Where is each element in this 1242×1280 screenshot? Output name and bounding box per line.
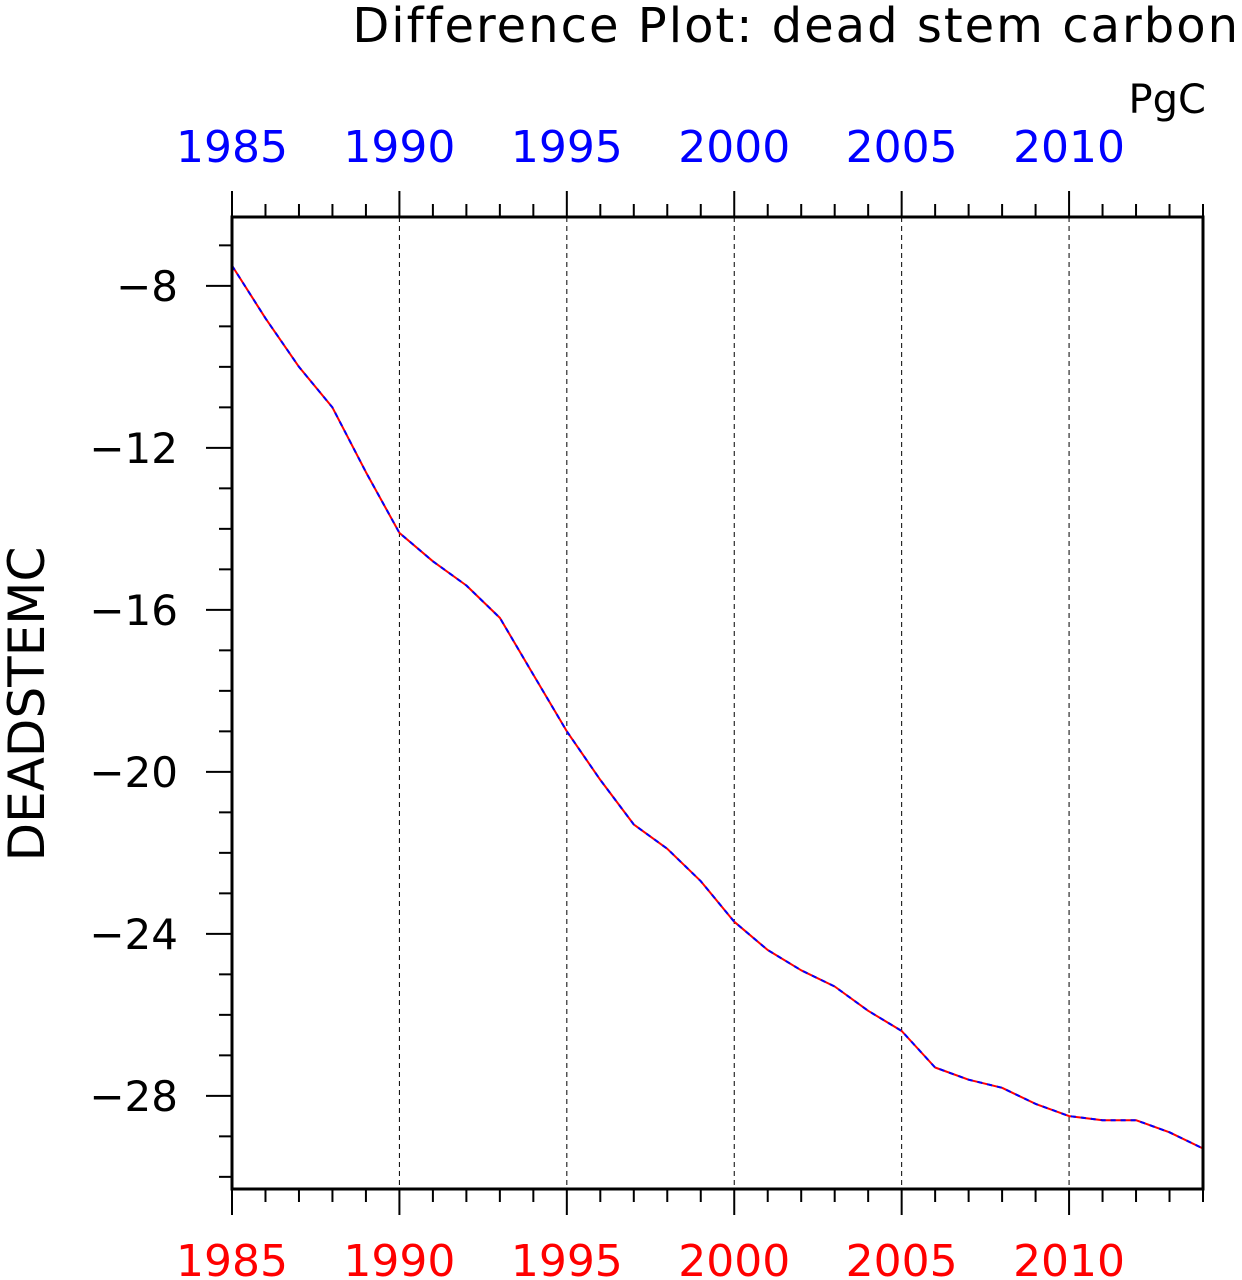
series-line-blue-dashed xyxy=(231,265,1204,1150)
x-tick-label-bottom: 1985 xyxy=(176,1236,288,1280)
x-tick-label-top: 2010 xyxy=(1013,122,1125,173)
x-tick-label-top: 1985 xyxy=(176,122,288,173)
plot-frame xyxy=(230,215,1205,1191)
series-layer xyxy=(231,265,1204,1150)
x-tick-label-bottom: 1990 xyxy=(343,1236,455,1280)
ticks-layer xyxy=(206,191,1204,1215)
x-tick-label-bottom: 2010 xyxy=(1013,1236,1125,1280)
x-tick-label-bottom: 2000 xyxy=(678,1236,790,1280)
grid-layer xyxy=(398,217,1070,1189)
y-tick-label: −20 xyxy=(89,748,178,797)
x-tick-label-top: 1995 xyxy=(511,122,623,173)
units-label: PgC xyxy=(1129,77,1206,123)
labels-layer: 1985 1985 1990 1990 1995 1995 2000 2000 2005 2005… xyxy=(89,122,1125,1280)
y-tick-label: −12 xyxy=(89,424,178,473)
y-axis-label: DEADSTEMC xyxy=(0,547,56,862)
x-tick-label-top: 1990 xyxy=(343,122,455,173)
x-tick-label-top: 2000 xyxy=(678,122,790,173)
y-tick-label: −24 xyxy=(89,910,178,959)
y-tick-label: −28 xyxy=(89,1072,178,1121)
y-tick-label: −16 xyxy=(89,586,178,635)
x-tick-label-bottom: 1995 xyxy=(511,1236,623,1280)
x-tick-label-top: 2005 xyxy=(846,122,958,173)
chart-title: Difference Plot: dead stem carbon xyxy=(352,0,1240,54)
y-tick-label: −8 xyxy=(116,262,178,311)
x-tick-label-bottom: 2005 xyxy=(846,1236,958,1280)
series-line-red xyxy=(231,265,1204,1150)
